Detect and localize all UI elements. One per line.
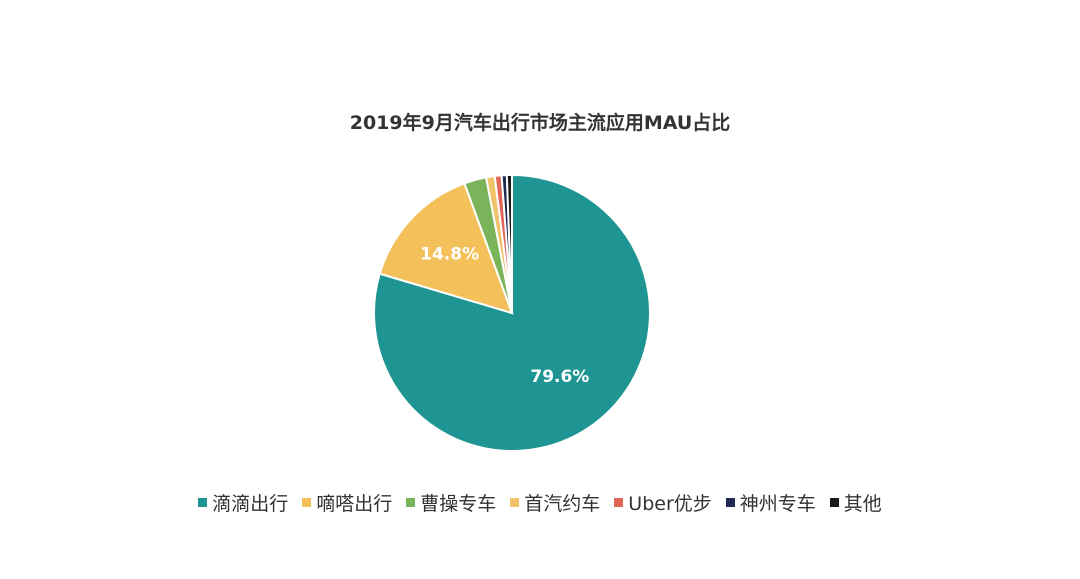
legend-entry: 其他 <box>829 489 882 516</box>
legend-label: 神州专车 <box>739 493 816 515</box>
data-label: 14.8% <box>420 244 479 264</box>
legend-label: 嘀嗒出行 <box>316 493 393 515</box>
legend: 滴滴出行 嘀嗒出行 曹操专车 首汽约车 Uber优步 神州专车 其他 <box>0 489 1080 516</box>
legend-entry: 滴滴出行 <box>198 489 288 516</box>
legend-label: Uber优步 <box>628 493 712 515</box>
legend-swatch <box>829 498 839 507</box>
legend-label: 首汽约车 <box>524 493 601 515</box>
legend-entry: 嘀嗒出行 <box>302 489 392 516</box>
legend-entry: 神州专车 <box>725 489 816 516</box>
legend-swatch <box>614 498 624 507</box>
chart-title: 2019年9月汽车出行市场主流应用MAU占比 <box>349 112 731 134</box>
legend-label: 曹操专车 <box>420 493 497 515</box>
legend-swatch <box>302 498 312 507</box>
pie-slice <box>505 173 513 314</box>
legend-swatch <box>198 498 208 507</box>
legend-swatch <box>725 498 735 507</box>
legend-swatch <box>406 498 416 507</box>
legend-label: 滴滴出行 <box>212 493 289 515</box>
legend-entry: 曹操专车 <box>406 489 496 516</box>
pie-slice <box>378 182 514 315</box>
legend-entry: 首汽约车 <box>510 489 600 516</box>
legend-label: 其他 <box>843 493 882 515</box>
pie-slice <box>373 173 651 452</box>
data-label: 79.6% <box>530 367 589 387</box>
legend-swatch <box>510 498 520 507</box>
legend-entry: Uber优步 <box>614 489 712 516</box>
